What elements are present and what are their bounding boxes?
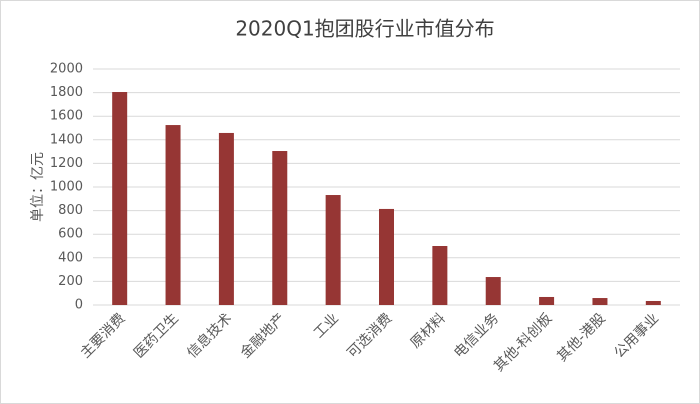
chart-title: 2020Q1抱团股行业市值分布 [235, 17, 494, 41]
y-axis-label: 单位：亿元 [30, 152, 46, 222]
y-tick-label: 600 [58, 227, 83, 242]
y-tick-label: 1400 [50, 132, 83, 147]
bar [112, 92, 128, 305]
bar [592, 298, 608, 305]
y-tick-label: 1800 [50, 85, 83, 100]
y-tick-label: 400 [58, 250, 83, 265]
bar [272, 151, 288, 305]
y-tick-label: 200 [58, 274, 83, 289]
bar [325, 195, 341, 305]
bar [645, 300, 661, 305]
bar [379, 208, 394, 305]
y-tick-label: 2000 [50, 62, 83, 77]
bar [432, 246, 448, 305]
bar [218, 132, 234, 305]
y-tick-label: 1200 [50, 156, 83, 171]
y-tick-label: 800 [58, 203, 83, 218]
bar [485, 277, 501, 305]
bar [165, 125, 181, 305]
y-tick-label: 1000 [50, 180, 83, 195]
bar [539, 296, 555, 305]
y-tick-label: 0 [75, 298, 83, 313]
y-tick-label: 1600 [50, 109, 83, 124]
